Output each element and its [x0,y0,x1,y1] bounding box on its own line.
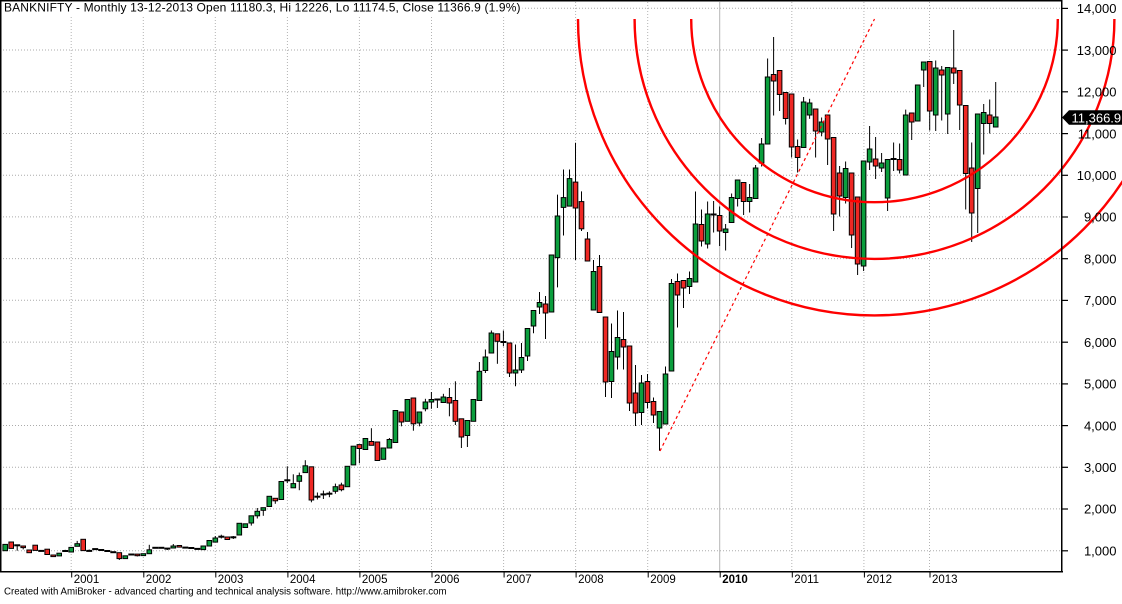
svg-text:4,000: 4,000 [1084,418,1117,433]
svg-text:2011: 2011 [794,574,819,586]
svg-text:2002: 2002 [146,574,172,586]
svg-text:2009: 2009 [650,574,676,586]
svg-text:13,000: 13,000 [1077,43,1117,58]
svg-text:9,000: 9,000 [1084,210,1117,225]
svg-text:2,000: 2,000 [1084,502,1117,517]
svg-text:1,000: 1,000 [1084,544,1117,559]
svg-text:5,000: 5,000 [1084,377,1117,392]
svg-text:12,000: 12,000 [1077,85,1117,100]
svg-text:2003: 2003 [218,574,244,586]
svg-text:8,000: 8,000 [1084,251,1117,266]
svg-text:Created with AmiBroker - advan: Created with AmiBroker - advanced charti… [4,587,447,598]
svg-text:2001: 2001 [74,574,100,586]
svg-text:2006: 2006 [434,574,460,586]
svg-text:2008: 2008 [578,574,604,586]
svg-text:11,366.9: 11,366.9 [1072,110,1122,125]
svg-text:10,000: 10,000 [1077,168,1117,183]
svg-text:6,000: 6,000 [1084,335,1117,350]
svg-text:2004: 2004 [290,574,316,586]
svg-text:BANKNIFTY - Monthly 13-12-2013: BANKNIFTY - Monthly 13-12-2013 Open 1118… [4,1,521,15]
svg-text:2007: 2007 [506,574,532,586]
svg-text:3,000: 3,000 [1084,460,1117,475]
svg-text:2010: 2010 [722,574,748,586]
svg-text:2005: 2005 [362,574,388,586]
svg-text:2013: 2013 [932,574,958,586]
svg-text:14,000: 14,000 [1077,1,1117,16]
svg-text:7,000: 7,000 [1084,293,1117,308]
svg-text:11,000: 11,000 [1078,126,1117,141]
svg-text:2012: 2012 [866,574,892,586]
